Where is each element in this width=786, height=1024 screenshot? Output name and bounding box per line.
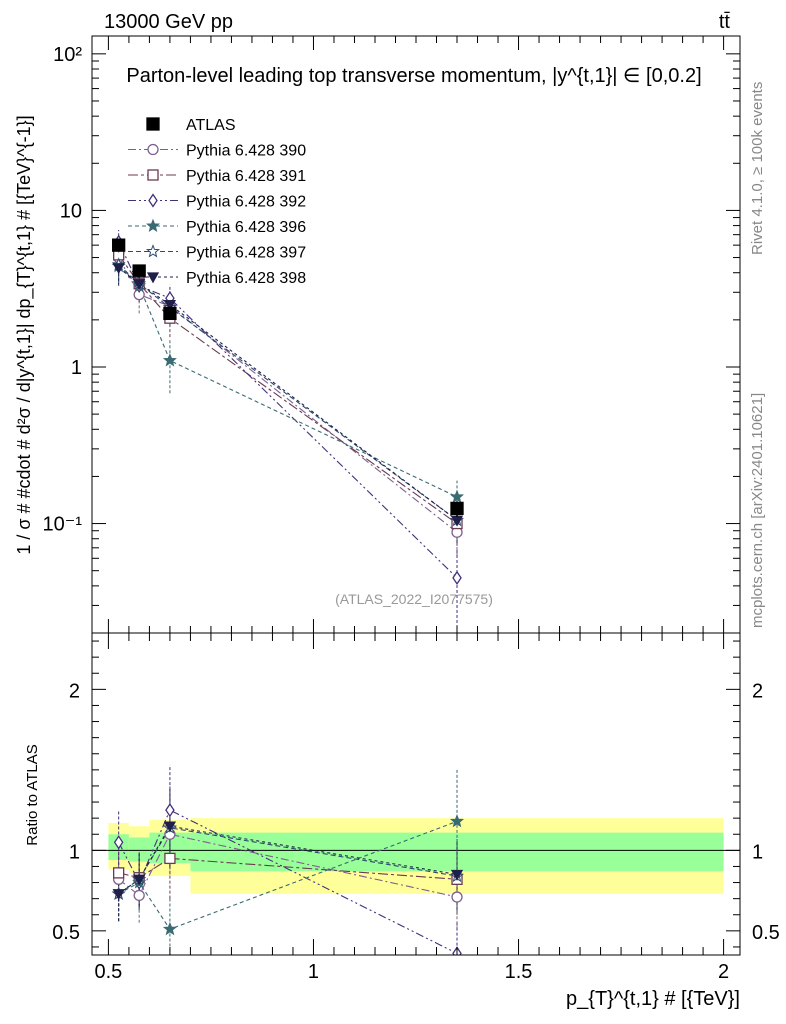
ratio-point-p391 xyxy=(164,852,176,865)
ratio-series-line-p398 xyxy=(118,825,458,895)
ratio-series-line-p391 xyxy=(118,857,458,880)
ratio-point-p398 xyxy=(112,889,125,901)
legend-label-p390: Pythia 6.428 390 xyxy=(186,143,306,160)
legend-label-p396: Pythia 6.428 396 xyxy=(186,219,306,236)
analysis-id: (ATLAS_2022_I2077575) xyxy=(335,591,493,607)
ratio-panel: 0.5 0.5 1 1 2 2 0.5 1 1.5 2 Ratio to ATLAS p_{T}^… xyxy=(24,632,780,1010)
ratio-point-p392 xyxy=(113,835,124,850)
ratio-y-tick-label-right: 0.5 xyxy=(752,922,780,944)
main-y-tick-label: 10⁻¹ xyxy=(43,514,83,536)
main-point-p398 xyxy=(112,263,125,275)
ratio-y-tick-label-left: 1 xyxy=(69,841,80,863)
main-series-line-p391 xyxy=(118,254,458,525)
x-axis-label: p_{T}^{t,1} # [{TeV}] xyxy=(566,988,740,1010)
y-axis-label: 1 / σ # #cdot # d²σ / d|y^{t,1}| dp_{T}^… xyxy=(14,115,35,554)
legend-marker-p396 xyxy=(146,218,160,233)
main-point-p392 xyxy=(452,570,462,586)
legend-marker-p390 xyxy=(147,143,159,156)
ratio-point-p398 xyxy=(163,821,177,833)
legend-marker-p391 xyxy=(147,169,159,181)
ratio-marks xyxy=(111,765,464,955)
main-y-tick-label: 1 xyxy=(71,357,82,379)
x-tick-label: 1.5 xyxy=(505,961,533,983)
legend-marker-p397 xyxy=(146,244,160,258)
chart-title: Parton-level leading top transverse mome… xyxy=(126,65,701,87)
ratio-point-p390 xyxy=(451,891,463,903)
ratio-y-tick-label-right: 1 xyxy=(752,841,763,863)
ratio-series-line-p390 xyxy=(118,833,458,898)
ratio-series-line-p396 xyxy=(118,820,458,930)
data-point xyxy=(450,501,464,516)
main-panel: 10⁻¹ 1 10 10² Parton-level leading top tran… xyxy=(14,35,741,634)
data-point xyxy=(163,306,177,321)
ratio-y-tick-label-left: 2 xyxy=(69,680,80,702)
ratio-y-tick-label-left: 0.5 xyxy=(52,922,80,944)
ratio-bands xyxy=(92,818,740,894)
legend-marker-data xyxy=(146,117,160,131)
main-y-tick-label: 10² xyxy=(53,44,82,66)
data-point xyxy=(112,238,126,252)
ratio-band-inner xyxy=(128,837,150,862)
legend-marker-p398 xyxy=(146,272,160,284)
ratio-point-p390 xyxy=(133,889,145,902)
main-point-p398 xyxy=(133,279,146,291)
main-axis-ticks: 10⁻¹ 1 10 10² xyxy=(43,36,740,634)
main-series-line-p398 xyxy=(118,267,458,521)
ratio-y-tick-label-right: 2 xyxy=(752,680,763,702)
main-point-p396 xyxy=(450,489,464,503)
legend-label-p397: Pythia 6.428 397 xyxy=(186,245,306,262)
main-series-line-p392 xyxy=(118,241,458,579)
data-point xyxy=(132,264,146,278)
legend: ATLAS Pythia 6.428 390 Pythia 6.428 391 Pyt… xyxy=(128,117,306,287)
process-label: tt̄ xyxy=(719,11,731,33)
mcplots-label: mcplots.cern.ch [arXiv:2401.10621] xyxy=(749,393,766,628)
main-y-tick-label: 10 xyxy=(60,200,82,222)
ratio-point-p398 xyxy=(450,869,464,881)
ratio-axis-ticks: 0.5 0.5 1 1 2 2 0.5 1 1.5 2 xyxy=(52,633,780,983)
x-tick-label: 2 xyxy=(718,961,729,983)
x-tick-label: 0.5 xyxy=(94,961,122,983)
main-point-p398 xyxy=(163,300,177,312)
main-marks xyxy=(111,229,464,633)
ratio-frame xyxy=(91,632,741,956)
legend-marker-p392 xyxy=(148,193,158,208)
legend-label-p392: Pythia 6.428 392 xyxy=(186,194,306,211)
legend-label-data: ATLAS xyxy=(186,117,236,134)
legend-label-p391: Pythia 6.428 391 xyxy=(186,168,306,185)
main-point-p396 xyxy=(162,353,177,367)
ratio-point-p396 xyxy=(162,921,177,936)
ratio-point-p398 xyxy=(133,874,146,886)
ratio-series-line-p392 xyxy=(118,809,458,954)
ratio-series-group xyxy=(111,765,464,955)
legend-label-p398: Pythia 6.428 398 xyxy=(186,270,306,287)
rivet-version-label: Rivet 4.1.0, ≥ 100k events xyxy=(749,82,766,255)
ratio-point-p396 xyxy=(450,814,464,828)
ratio-point-p391 xyxy=(113,867,125,879)
x-tick-label: 1 xyxy=(308,961,319,983)
ratio-y-label: Ratio to ATLAS xyxy=(24,744,41,845)
ratio-point-p392 xyxy=(165,802,175,818)
energy-label: 13000 GeV pp xyxy=(104,11,233,33)
